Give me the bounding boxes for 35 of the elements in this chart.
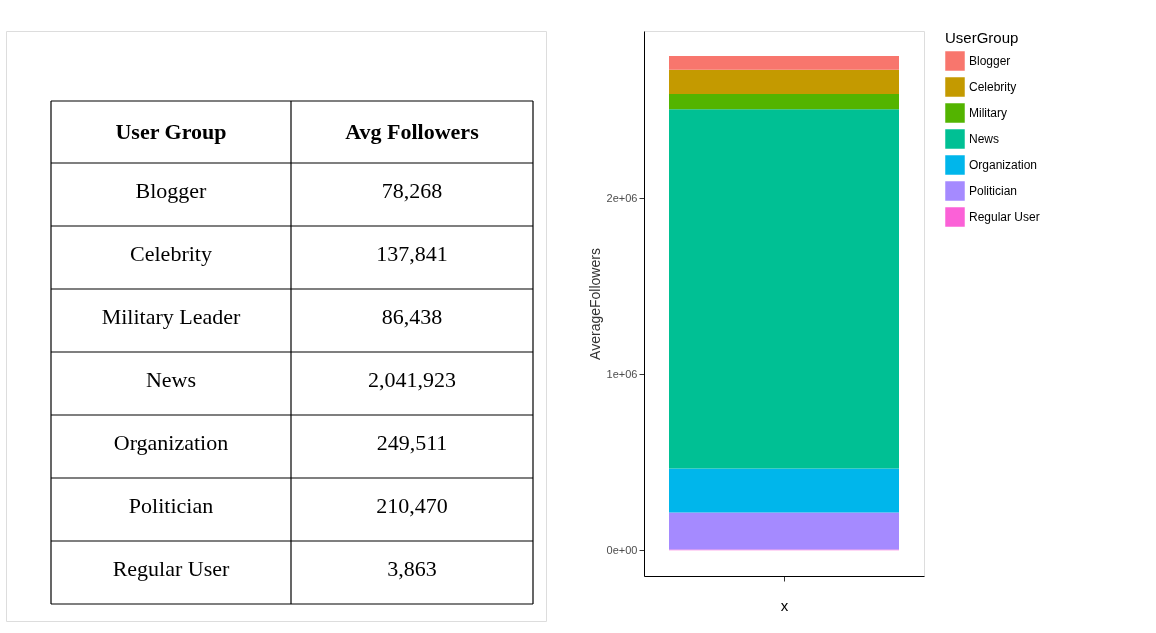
bar — [669, 55, 899, 70]
text: 78,268 — [381, 177, 443, 203]
legend-title: UserGroup — [945, 29, 1019, 46]
text: News — [145, 366, 197, 392]
y-tick-label: 2e+06 — [606, 191, 638, 204]
text: 137,841 — [376, 240, 448, 266]
text: 2,041,923 — [368, 366, 456, 392]
bar — [669, 69, 899, 94]
legend-label: Politician — [969, 184, 1018, 198]
legend-label: News — [969, 132, 1000, 146]
text: Avg Followers — [345, 119, 480, 144]
text: Regular User — [112, 555, 231, 581]
text: User Group — [115, 119, 227, 144]
text: 86,438 — [381, 303, 443, 329]
x-axis-title: x — [780, 596, 789, 614]
y-axis-title: AverageFollowers — [586, 248, 603, 360]
legend-label: Regular User — [969, 210, 1040, 224]
bar — [669, 512, 899, 550]
y-tick-label: 0e+00 — [606, 543, 638, 556]
legend-label: Blogger — [969, 54, 1011, 68]
bar — [669, 109, 899, 469]
text: Blogger — [135, 177, 208, 203]
bar — [669, 468, 899, 513]
legend-label: Military — [969, 106, 1007, 120]
legend-label: Celebrity — [969, 80, 1017, 94]
text: Celebrity — [130, 240, 212, 266]
text: 210,470 — [376, 492, 448, 518]
y-tick-label: 1e+06 — [606, 367, 638, 380]
text: 3,863 — [387, 555, 437, 581]
text: Military Leader — [101, 303, 241, 329]
text: Organization — [113, 429, 229, 455]
text: 249,511 — [376, 429, 448, 455]
bar — [669, 93, 899, 110]
text: Politician — [128, 492, 214, 518]
legend-label: Organization — [969, 158, 1038, 172]
